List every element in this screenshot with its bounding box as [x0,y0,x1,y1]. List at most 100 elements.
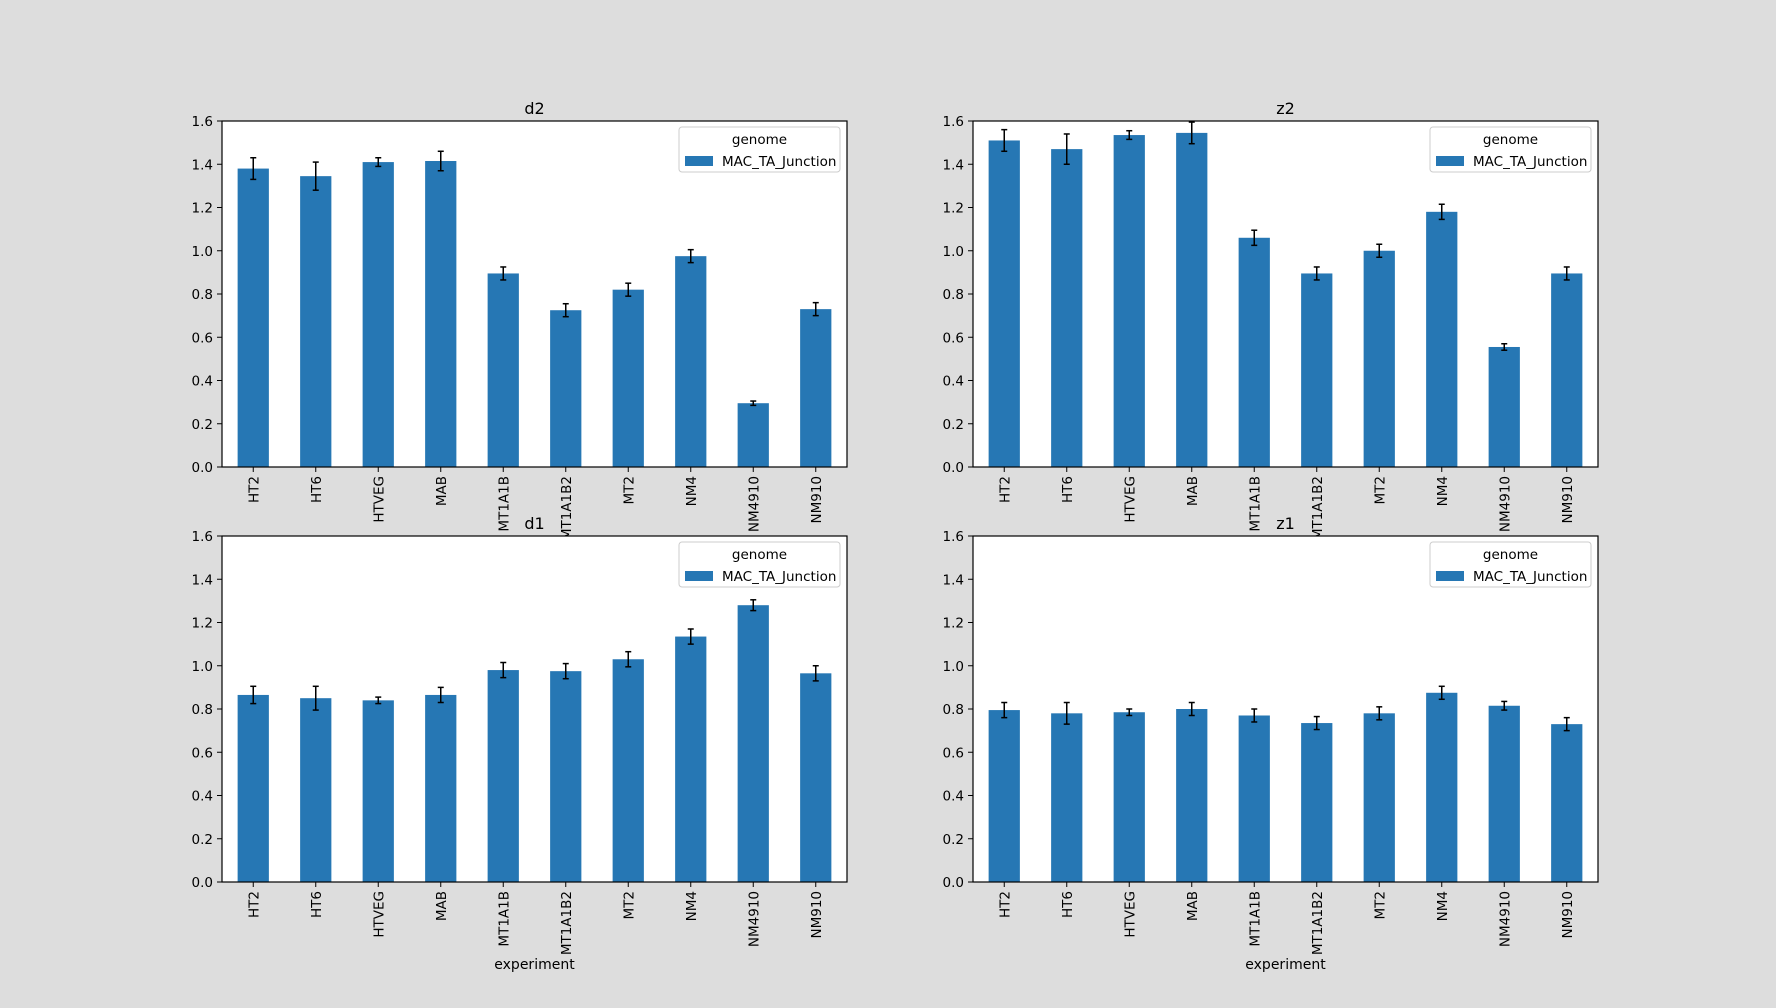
y-tick-label: 0.2 [943,832,964,848]
bar-MT1A1B [1238,715,1270,882]
legend-box [678,126,841,173]
bar-NM4 [1426,211,1458,467]
x-tick-label: MT1A1B [1247,476,1263,532]
y-tick-label: 0.0 [192,460,213,476]
bar-NM4910 [737,403,769,467]
y-tick-label: 1.0 [943,659,964,675]
x-tick-label: NM4910 [1497,476,1513,532]
bar-NM4910 [737,605,769,882]
x-tick-label: MT1A1B2 [1310,891,1326,955]
y-tick-label: 0.8 [192,287,213,303]
x-tick-label: HT2 [246,891,262,918]
y-tick-label: 0.8 [943,702,964,718]
x-tick-label: MT1A1B [496,476,512,532]
bar-MT1A1B2 [1301,273,1333,467]
bar-NM4910 [1488,705,1520,882]
y-tick-label: 1.2 [943,201,964,217]
y-tick-label: 1.6 [943,114,964,130]
x-tick-label: HT2 [997,891,1013,918]
x-tick-label: HTVEG [371,891,387,938]
x-tick-label: MT1A1B [496,891,512,947]
y-tick-label: 0.8 [943,287,964,303]
legend-swatch [685,156,713,166]
bar-HT2 [237,694,269,882]
legend-label: MAC_TA_Junction [1473,569,1587,585]
y-tick-label: 1.4 [943,572,964,588]
x-tick-label: MT2 [621,891,637,919]
legend-box [1429,541,1592,588]
y-tick-label: 0.0 [943,460,964,476]
x-tick-label: NM4 [684,476,700,506]
y-tick-label: 1.2 [943,616,964,632]
x-tick-label: NM4 [684,891,700,921]
y-tick-label: 0.4 [192,374,213,390]
x-tick-label: NM4910 [746,476,762,532]
legend-box [1429,126,1592,173]
legend-title: genome [1483,547,1538,563]
legend-label: MAC_TA_Junction [1473,154,1587,170]
bar-HT2 [988,140,1020,467]
y-tick-label: 0.0 [943,875,964,891]
bar-HTVEG [362,162,394,467]
x-tick-label: MT1A1B2 [559,891,575,955]
x-tick-label: NM4 [1435,891,1451,921]
chart-panel-d2: 0.0 0.2 0.4 0.6 0.8 1.0 1.2 1.4 1.6 HT2 HT6 HTVEG MA… [192,99,848,540]
x-tick-label: NM4 [1435,476,1451,506]
legend-swatch [1436,156,1464,166]
legend-label: MAC_TA_Junction [722,154,836,170]
y-tick-label: 0.4 [943,374,964,390]
y-tick-label: 0.6 [192,745,213,761]
y-tick-label: 1.2 [192,616,213,632]
x-tick-label: MAB [434,476,450,506]
bar-MAB [425,161,457,467]
bar-NM4 [1426,692,1458,882]
chart-panel-d1: 0.0 0.2 0.4 0.6 0.8 1.0 1.2 1.4 1.6 HT2 HT6 HTVEG MA… [192,514,848,973]
legend-title: genome [1483,132,1538,148]
bar-HTVEG [1113,712,1145,882]
bar-NM4910 [1488,346,1520,467]
bar-MT1A1B [487,670,519,882]
y-tick-label: 1.6 [192,114,213,130]
bar-MT2 [612,289,644,467]
y-tick-label: 0.8 [192,702,213,718]
x-axis-label: experiment [1245,957,1326,973]
x-tick-label: HT6 [1060,891,1076,918]
x-tick-label: NM910 [809,891,825,939]
legend-swatch [1436,571,1464,581]
legend-label: MAC_TA_Junction [722,569,836,585]
y-tick-label: 1.4 [943,157,964,173]
x-tick-label: MAB [1185,891,1201,921]
y-tick-label: 0.4 [192,789,213,805]
bar-NM910 [800,673,832,882]
x-tick-label: NM4910 [1497,891,1513,947]
bar-HTVEG [1113,135,1145,467]
x-tick-label: MAB [1185,476,1201,506]
bar-NM910 [800,309,832,467]
y-tick-label: 1.2 [192,201,213,217]
bar-MT2 [1363,713,1395,882]
y-tick-label: 1.4 [192,157,213,173]
legend-title: genome [732,132,787,148]
bar-MT2 [1363,250,1395,467]
bar-HT6 [1051,713,1083,882]
bar-MAB [1176,709,1208,882]
x-tick-label: NM4910 [746,891,762,947]
chart-panel-z1: 0.0 0.2 0.4 0.6 0.8 1.0 1.2 1.4 1.6 HT2 HT6 HTVEG MA… [943,514,1599,973]
bar-HT6 [300,176,332,468]
bar-HT6 [300,698,332,882]
y-tick-label: 1.6 [943,529,964,545]
bar-MT1A1B2 [550,671,582,882]
x-tick-label: MT2 [1372,891,1388,919]
bar-NM4 [675,256,707,467]
x-tick-label: NM910 [1560,476,1576,524]
chart-panel-z2: 0.0 0.2 0.4 0.6 0.8 1.0 1.2 1.4 1.6 HT2 HT6 HTVEG MA… [943,99,1599,540]
y-tick-label: 1.4 [192,572,213,588]
y-tick-label: 0.2 [192,417,213,433]
bar-HTVEG [362,700,394,882]
y-tick-label: 0.4 [943,789,964,805]
bar-MT1A1B2 [550,310,582,467]
bar-NM910 [1551,724,1583,882]
x-tick-label: MT1A1B2 [1310,476,1326,540]
bar-MT1A1B2 [1301,723,1333,882]
x-tick-label: HTVEG [1122,476,1138,523]
